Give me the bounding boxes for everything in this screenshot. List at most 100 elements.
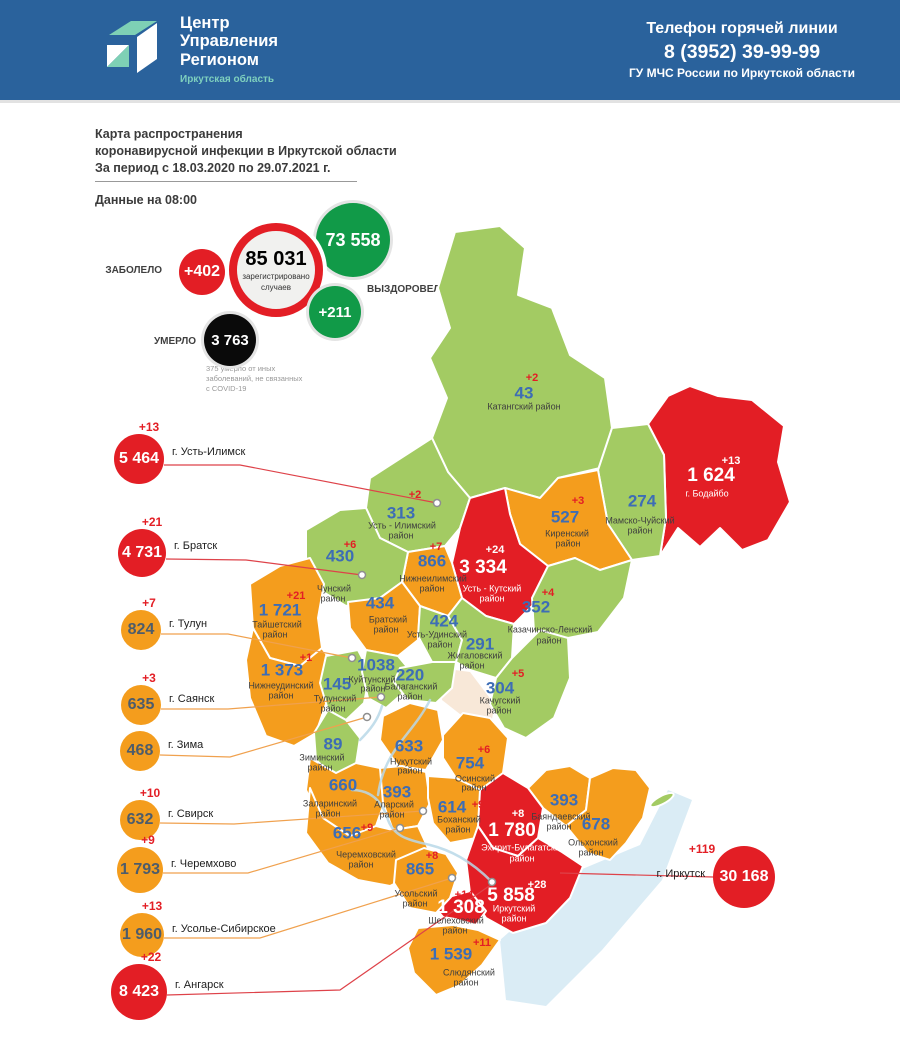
district-name: г. Бодайбо	[685, 488, 728, 498]
callout-circle	[111, 964, 167, 1020]
callout-circle	[120, 731, 160, 771]
callout-circle	[121, 610, 161, 650]
died-label: УМЕРЛО	[153, 336, 196, 347]
district-name: Братский	[369, 614, 407, 624]
city-dot	[447, 873, 457, 883]
district-name: Осинский	[455, 773, 495, 783]
callout-circle	[713, 846, 775, 908]
logo-top-face	[109, 21, 157, 35]
hotline-org: ГУ МЧС России по Иркутской области	[629, 66, 855, 80]
footnote-line1: 375 умерло от иных	[206, 364, 276, 373]
district-shape-katangsky	[429, 225, 613, 499]
district-name: район	[546, 821, 571, 831]
line-cheremkhovo	[163, 827, 401, 874]
district-name: район	[419, 583, 444, 593]
org-name: Центр Управления Регионом	[180, 14, 278, 69]
infected-label: ЗАБОЛЕЛО	[105, 265, 162, 276]
district-value: 660	[329, 775, 357, 794]
district-name: район	[578, 847, 603, 857]
district-shape-nukutsky	[379, 702, 444, 771]
callout-label: г. Ангарск	[175, 979, 224, 991]
district-name: Качугский	[480, 695, 521, 705]
district-name: Эхирит-Булагатский	[481, 842, 565, 852]
callout-value: 30 168	[720, 868, 769, 885]
district-delta: +9	[472, 799, 485, 811]
city-dot	[418, 806, 428, 816]
district-delta: +6	[344, 539, 357, 551]
district-value: 274	[628, 491, 657, 510]
total-caption2: случаев	[261, 282, 291, 292]
recovered-bubble: 73 558	[316, 203, 390, 277]
line-ust-ilimsk	[164, 464, 438, 504]
district-value: 1 624	[687, 465, 735, 486]
callout-label: г. Усть-Илимск	[172, 446, 245, 458]
district-shape-olkhonsky	[565, 767, 651, 861]
callout-value: 468	[127, 742, 154, 759]
district-name: район	[427, 639, 452, 649]
title-underline	[95, 180, 357, 182]
district-value: 393	[383, 782, 411, 801]
district-delta: +28	[528, 879, 547, 891]
district-name: Слюдянский	[443, 967, 495, 977]
district-shape-nizhneudinsky	[245, 627, 335, 747]
district-name: район	[268, 690, 293, 700]
title-line3: За период с 18.03.2020 по 29.07.2021 г.	[95, 160, 331, 175]
district-name: Шелеховский	[428, 915, 484, 925]
callout-sayansk: 635 +3 г. Саянск	[121, 671, 214, 725]
callout-label: г. Иркутск	[657, 868, 706, 880]
district-value: 424	[430, 611, 459, 630]
district-name: Черемховский	[336, 849, 396, 859]
district-delta: +21	[287, 590, 306, 602]
district-value: 754	[456, 753, 485, 772]
district-delta: +8	[512, 808, 525, 820]
district-value: 430	[326, 546, 354, 565]
recovered-label: ВЫЗДОРОВЕЛО	[367, 284, 449, 295]
district-name: Балаганский	[385, 681, 438, 691]
district-delta: +3	[572, 495, 585, 507]
river-angara	[350, 788, 494, 884]
logo-right-face	[137, 23, 157, 73]
district-value: 1 780	[488, 820, 536, 841]
district-name: район	[348, 859, 373, 869]
district-name: Зиминский	[299, 752, 344, 762]
district-value: 89	[324, 734, 343, 753]
city-dot	[347, 653, 357, 663]
district-value: 633	[395, 736, 423, 755]
infected-delta-bubble: +402	[179, 249, 225, 295]
district-delta: +2	[526, 372, 539, 384]
hotline-title: Телефон горячей линии	[646, 20, 838, 37]
died-bubble: 3 763	[204, 314, 256, 366]
district-delta: +13	[722, 455, 741, 467]
district-name: район	[536, 635, 561, 645]
total-value: 85 031	[245, 248, 307, 271]
district-name: район	[320, 703, 345, 713]
callout-angarsk: 8 423 +22 г. Ангарск	[111, 950, 224, 1020]
total-caption1: зарегистрировано	[242, 272, 310, 282]
district-value: 3 334	[459, 557, 507, 578]
district-name: Усть - Илимский	[368, 520, 436, 530]
district-value: 352	[522, 597, 550, 616]
district-name: район	[388, 530, 413, 540]
district-name: район	[373, 624, 398, 634]
callout-svirsk: 632 +10 г. Свирск	[120, 786, 213, 840]
district-value: 1 539	[430, 944, 473, 963]
callout-value: 1 793	[120, 861, 160, 878]
callout-delta: +21	[142, 515, 163, 529]
callout-circle	[121, 685, 161, 725]
callout-circle	[117, 847, 163, 893]
district-value: 527	[551, 507, 579, 526]
district-value: 43	[515, 383, 534, 402]
callout-delta: +7	[142, 596, 156, 610]
district-value: 1038	[357, 655, 395, 674]
district-name: Нукутский	[390, 756, 432, 766]
callout-value: 632	[127, 811, 154, 828]
callout-tulun: 824 +7 г. Тулун	[121, 596, 207, 650]
callout-label: г. Саянск	[169, 693, 214, 705]
district-name: Баяндаевский	[531, 811, 590, 821]
hotline-phone: 8 (3952) 39-99-99	[663, 41, 821, 63]
callout-value: 5 464	[119, 450, 159, 467]
district-value: 393	[550, 790, 578, 809]
callout-value: 1 960	[122, 926, 162, 943]
callout-delta: +3	[142, 671, 156, 685]
